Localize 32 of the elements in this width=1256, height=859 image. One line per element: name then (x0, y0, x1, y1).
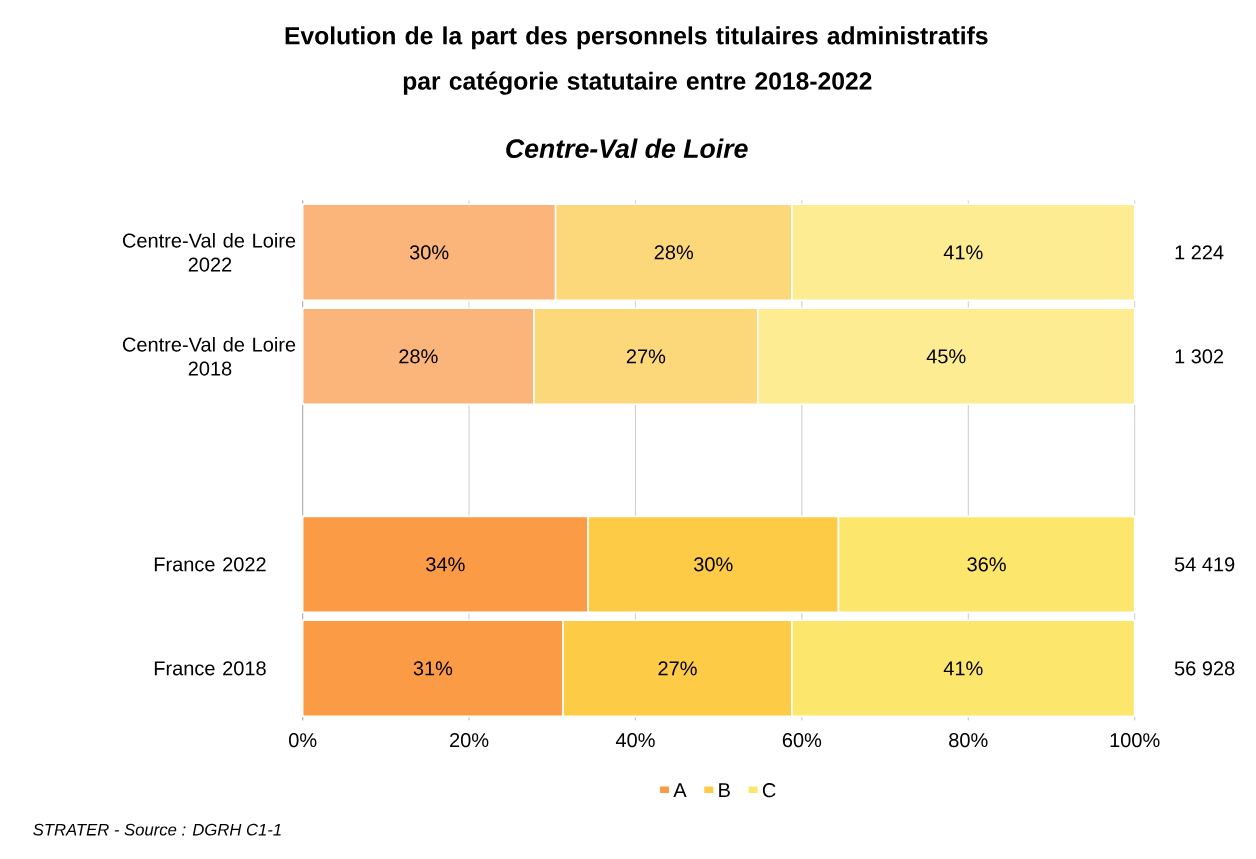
x-tick-label: 0% (288, 733, 317, 748)
legend-label: C (762, 783, 776, 798)
text: 56 928 (1174, 661, 1235, 676)
data-label: 27% (626, 349, 666, 364)
data-label: 41% (943, 661, 983, 676)
legend-label: B (719, 783, 730, 797)
data-label: 45% (926, 349, 966, 364)
data-label: 30% (694, 557, 733, 572)
y-tick-label: Centre-Val de Loire 2018 (122, 336, 296, 376)
x-tick-label: 100% (1110, 733, 1160, 748)
chart-title: Evolution de la part des personnels titulaires administratifs par catégorie statutaire entre 2018-2022 (285, 26, 988, 95)
x-tick-label: 20% (450, 733, 489, 748)
y-tick-label: France 2022 (154, 557, 266, 572)
data-label: 27% (658, 661, 697, 676)
legend-label: A (673, 783, 687, 797)
x-tick-label: 80% (949, 733, 988, 748)
data-label: 41% (943, 245, 983, 260)
data-label: 28% (399, 349, 438, 364)
text: 1 302 (1175, 349, 1224, 364)
data-label: 34% (426, 557, 465, 572)
x-tick-label: 40% (615, 733, 655, 748)
text: 54 419 (1174, 557, 1235, 572)
data-label: 31% (413, 661, 453, 676)
x-tick-label: 60% (782, 733, 822, 748)
y-tick-label: France 2018 (154, 661, 266, 676)
data-label: 36% (967, 557, 1006, 572)
text: 1 224 (1175, 245, 1224, 260)
text: STRATER - Source : DGRH C1-1 (33, 823, 281, 836)
data-label: 30% (409, 245, 449, 260)
data-label: 28% (654, 245, 694, 260)
y-tick-label: Centre-Val de Loire 2022 (122, 232, 296, 272)
chart-subtitle: Centre-Val de Loire (506, 138, 748, 159)
